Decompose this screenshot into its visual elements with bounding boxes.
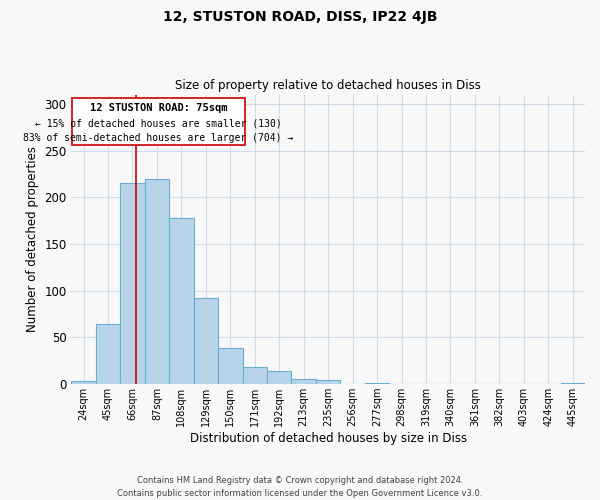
Text: ← 15% of detached houses are smaller (130): ← 15% of detached houses are smaller (13… [35,118,282,128]
Bar [72,98,245,145]
X-axis label: Distribution of detached houses by size in Diss: Distribution of detached houses by size … [190,432,467,445]
Y-axis label: Number of detached properties: Number of detached properties [26,146,38,332]
Bar [267,371,292,384]
Bar [120,184,145,384]
Bar [71,382,96,384]
Text: Contains HM Land Registry data © Crown copyright and database right 2024.
Contai: Contains HM Land Registry data © Crown c… [118,476,482,498]
Bar [560,383,585,384]
Bar [242,368,267,384]
Bar [218,348,242,384]
Text: 83% of semi-detached houses are larger (704) →: 83% of semi-detached houses are larger (… [23,134,293,143]
Text: 12, STUSTON ROAD, DISS, IP22 4JB: 12, STUSTON ROAD, DISS, IP22 4JB [163,10,437,24]
Bar [194,298,218,384]
Bar [292,380,316,384]
Bar [169,218,194,384]
Bar [365,383,389,384]
Bar [145,178,169,384]
Bar [96,324,120,384]
Text: 12 STUSTON ROAD: 75sqm: 12 STUSTON ROAD: 75sqm [89,102,227,113]
Bar [316,380,340,384]
Title: Size of property relative to detached houses in Diss: Size of property relative to detached ho… [175,79,481,92]
